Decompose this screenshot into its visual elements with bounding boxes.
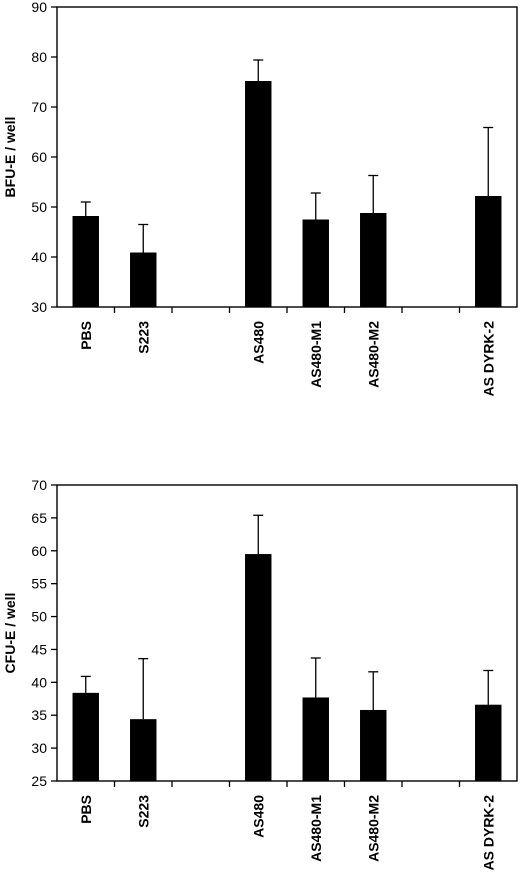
bar — [475, 704, 502, 781]
y-tick-label: 35 — [31, 707, 47, 723]
category-label: AS480-M1 — [308, 795, 324, 862]
y-axis-title: BFU-E / well — [2, 117, 18, 198]
y-tick-label: 70 — [31, 477, 47, 493]
y-tick-label: 40 — [31, 249, 47, 265]
category-label: S223 — [135, 321, 151, 354]
category-label: AS480-M1 — [308, 321, 324, 388]
bar — [130, 719, 157, 781]
y-tick-label: 30 — [31, 740, 47, 756]
bar — [72, 692, 99, 781]
y-axis-title: CFU-E / well — [2, 593, 18, 674]
y-tick-label: 70 — [31, 99, 47, 115]
y-tick-label: 60 — [31, 543, 47, 559]
y-tick-label: 65 — [31, 510, 47, 526]
category-label: AS480-M2 — [365, 321, 381, 388]
bar — [302, 219, 329, 307]
bar — [245, 81, 272, 307]
y-tick-label: 25 — [31, 773, 47, 789]
category-label: PBS — [78, 795, 94, 824]
plot-frame — [56, 6, 518, 308]
cfu-e-chart: 25 30 35 40 45 50 55 60 65 70 CFU-E / well PBS S223 A… — [2, 477, 518, 871]
y-tick-label: 90 — [31, 0, 47, 15]
category-label: S223 — [135, 795, 151, 828]
y-tick-label: 50 — [31, 199, 47, 215]
y-tick-label: 30 — [31, 299, 47, 315]
category-label: PBS — [78, 321, 94, 350]
bar — [72, 216, 99, 307]
y-tick-label: 60 — [31, 149, 47, 165]
bfu-e-chart: 30 40 50 60 70 80 90 BFU-E / well PBS S223 AS480 AS… — [2, 0, 518, 397]
y-tick-label: 45 — [31, 641, 47, 657]
y-tick-label: 40 — [31, 674, 47, 690]
category-label: AS480-M2 — [365, 795, 381, 862]
category-label: AS DYRK-2 — [480, 795, 496, 871]
plot-frame — [56, 484, 518, 782]
y-tick-label: 80 — [31, 49, 47, 65]
bar — [475, 196, 502, 307]
bar — [360, 709, 387, 781]
bar — [360, 213, 387, 307]
y-tick-label: 55 — [31, 576, 47, 592]
category-label: AS480 — [250, 795, 266, 838]
bar — [130, 252, 157, 307]
category-label: AS480 — [250, 321, 266, 364]
y-tick-label: 50 — [31, 609, 47, 625]
bar — [245, 554, 272, 781]
bar — [302, 697, 329, 781]
category-label: AS DYRK-2 — [480, 321, 496, 397]
